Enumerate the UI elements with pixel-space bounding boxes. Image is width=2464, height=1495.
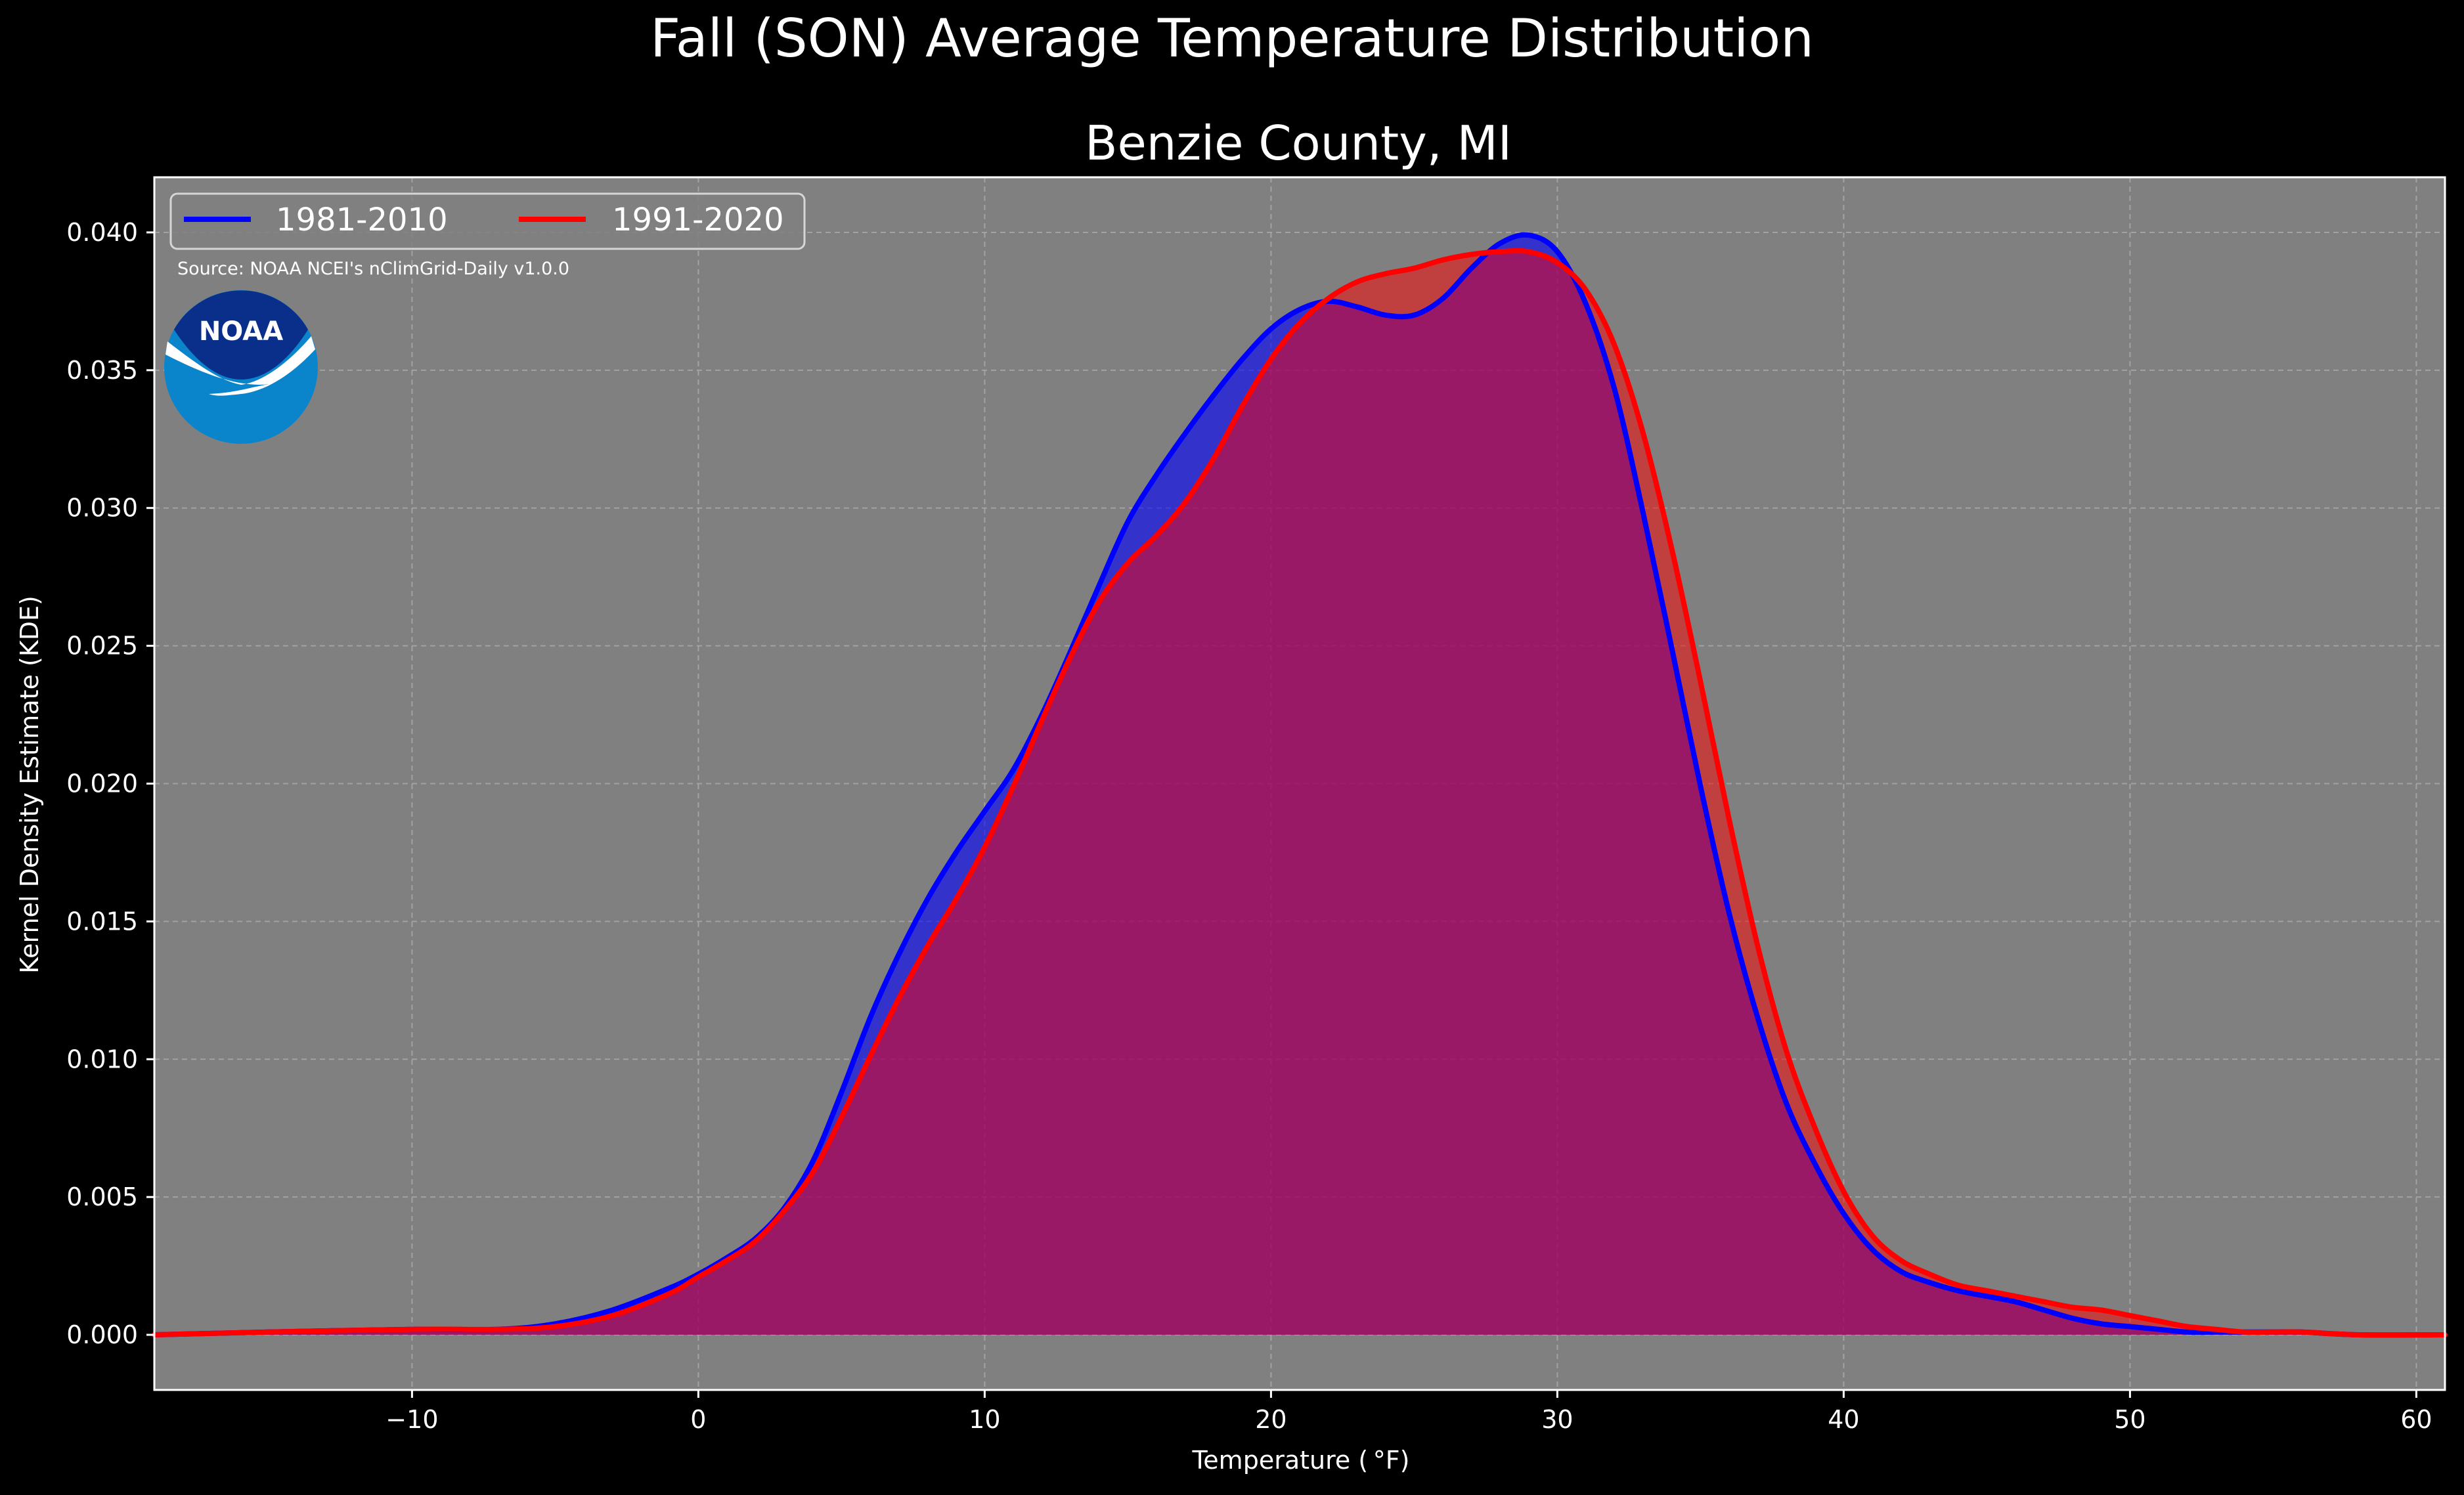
chart-title: Benzie County, MI (1085, 116, 1512, 171)
x-tick-label: 50 (2114, 1405, 2145, 1434)
legend-box (169, 192, 806, 250)
x-tick-label: 30 (1541, 1405, 1573, 1434)
x-tick-label: 10 (969, 1405, 1000, 1434)
noaa-logo-seagull-swoosh (165, 336, 315, 396)
series-layer (152, 232, 2448, 1338)
legend-label-1981-2010: 1981-2010 (276, 202, 448, 238)
y-tick-label: 0.010 (66, 1045, 138, 1073)
noaa-logo: NOAA (164, 290, 318, 444)
legend-label-1991-2020: 1991-2020 (612, 202, 784, 238)
y-tick-label: 0.020 (66, 769, 138, 798)
x-axis-label: Temperature ( °F) (1192, 1446, 1410, 1475)
y-axis-label: Kernel Density Estimate (KDE) (15, 596, 44, 974)
y-tick-label: 0.035 (66, 356, 138, 385)
y-tick-label: 0.015 (66, 907, 138, 936)
noaa-logo-dark-blue-cap (174, 290, 308, 379)
area-fill-1991-2020 (154, 250, 2445, 1335)
x-tick-label: 60 (2400, 1405, 2432, 1434)
x-tick-label: 20 (1255, 1405, 1287, 1434)
chart-suptitle: Fall (SON) Average Temperature Distribut… (650, 8, 1814, 69)
y-tick-label: 0.005 (66, 1182, 138, 1211)
series-line-1991-2020 (152, 248, 2448, 1338)
x-tick-label: 0 (690, 1405, 706, 1434)
x-tick-label: −10 (385, 1405, 438, 1434)
y-tick-label: 0.040 (66, 218, 138, 247)
legend: 1981-2010 1991-2020 (169, 192, 806, 250)
x-tick-label: 40 (1828, 1405, 1859, 1434)
axis-ticks: −10 0 10 20 30 40 50 60 0.000 0.005 0.010 0.015 0.02… (66, 218, 2432, 1434)
y-tick-label: 0.030 (66, 494, 138, 523)
y-tick-label: 0.000 (66, 1320, 138, 1349)
y-tick-label: 0.025 (66, 632, 138, 661)
source-note: Source: NOAA NCEI's nClimGrid-Daily v1.0… (177, 259, 569, 279)
noaa-logo-text: NOAA (199, 316, 283, 347)
